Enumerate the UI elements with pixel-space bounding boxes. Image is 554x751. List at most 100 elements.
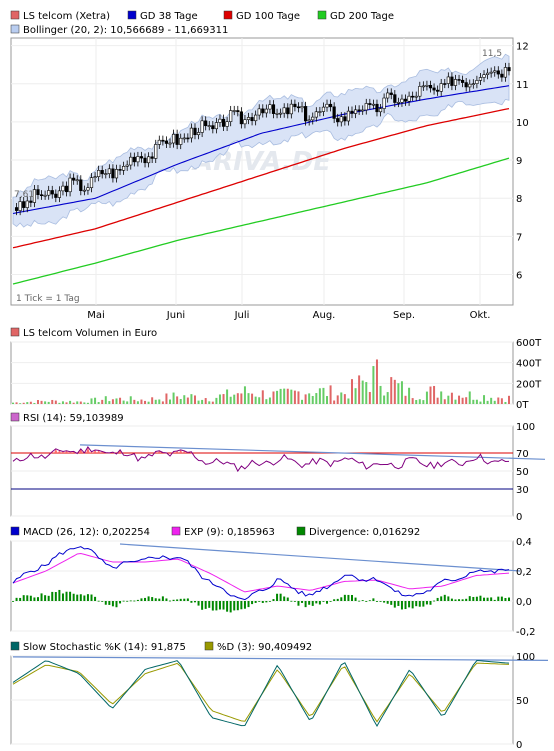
candle-body	[289, 103, 293, 115]
candle-body	[207, 125, 211, 127]
candle-body	[393, 94, 397, 103]
divergence-bar	[475, 596, 478, 601]
candle-body	[143, 157, 147, 164]
legend-gd38: GD 38 Tage	[140, 11, 198, 22]
divergence-bar	[336, 598, 339, 601]
candle-body	[229, 110, 233, 122]
volume-bar	[211, 401, 214, 404]
candle-body	[93, 176, 97, 178]
candle-body	[264, 108, 268, 114]
candle-body	[489, 71, 493, 74]
candle-body	[204, 120, 208, 127]
candle-body	[107, 168, 111, 174]
divergence-bar	[247, 601, 250, 608]
stochastic-y-tick-label: 50	[516, 696, 529, 707]
gd100-line	[12, 107, 510, 249]
macd-y-tick-label: 0,4	[516, 537, 532, 548]
candle-body	[189, 127, 194, 139]
divergence-bar	[176, 599, 179, 601]
volume-bar	[315, 393, 318, 404]
divergence-bar	[26, 595, 29, 601]
candle-body	[43, 194, 47, 197]
candle-body	[457, 79, 461, 81]
volume-panel: LS telcom Volumen in Euro 600T 400T 200T 0T	[10, 327, 542, 411]
volume-bar	[129, 396, 132, 404]
legend-gd100: GD 100 Tage	[236, 11, 300, 22]
candle-body	[307, 119, 311, 122]
divergence-bar	[76, 594, 79, 601]
divergence-bar	[158, 598, 161, 601]
divergence-bar	[69, 591, 72, 601]
candle-body	[214, 122, 218, 130]
volume-bar	[461, 397, 464, 404]
candle-body	[125, 164, 129, 167]
candle-body	[168, 142, 172, 145]
volume-bar	[22, 402, 25, 404]
volume-bar	[443, 399, 446, 404]
divergence-bar	[144, 597, 147, 601]
volume-bar	[108, 401, 111, 404]
candle-body	[421, 85, 425, 88]
volume-bar	[268, 397, 271, 404]
divergence-bar	[108, 601, 111, 605]
candle-body	[428, 84, 433, 89]
legend-divergence: Divergence: 0,016292	[309, 527, 420, 538]
macd-divergence-bars	[12, 589, 510, 613]
candle-body	[18, 201, 22, 211]
candle-body	[432, 87, 436, 91]
candle-body	[218, 118, 222, 123]
volume-bar	[272, 391, 275, 404]
divergence-bar	[343, 594, 346, 601]
macd-y-tick-label: 0,2	[516, 567, 532, 578]
volume-bar	[311, 395, 314, 404]
candle-body	[82, 189, 86, 192]
divergence-bar	[172, 599, 175, 601]
candle-body	[300, 106, 304, 109]
legend-swatch-rsi	[10, 412, 20, 422]
divergence-bar	[204, 601, 207, 609]
volume-bar	[97, 402, 100, 404]
divergence-bar	[433, 600, 436, 602]
candle-body	[453, 79, 458, 86]
volume-bar	[318, 388, 321, 404]
divergence-bar	[104, 601, 107, 605]
candle-body	[254, 114, 258, 122]
volume-bar	[336, 395, 339, 404]
divergence-bar	[201, 601, 204, 610]
divergence-bar	[497, 596, 500, 601]
divergence-bar	[183, 598, 186, 601]
divergence-bar	[218, 601, 221, 610]
stochastic-grid	[11, 655, 513, 745]
candle-body	[482, 74, 486, 78]
volume-bar	[372, 366, 375, 404]
gd38-line	[12, 85, 510, 215]
candle-body	[50, 190, 54, 195]
volume-bar	[440, 391, 443, 404]
legend-swatch-bollinger	[10, 24, 20, 34]
volume-bar	[79, 401, 82, 404]
legend-k: Slow Stochastic %K (14): 91,875	[23, 642, 186, 653]
candle-body	[478, 77, 483, 81]
volume-bar	[500, 398, 503, 404]
candle-body	[332, 106, 336, 119]
divergence-bar	[229, 601, 232, 613]
candle-body	[118, 169, 122, 171]
divergence-bar	[490, 597, 493, 601]
candle-body	[236, 110, 240, 113]
candle-body	[382, 97, 386, 109]
candle-body	[175, 133, 179, 145]
price-panel: ARIVA.DE 7,61 11,5 1 Tick = 1 Tag 121110…	[10, 10, 529, 321]
divergence-bar	[29, 595, 32, 601]
volume-bar	[36, 400, 39, 404]
volume-bar	[169, 399, 172, 404]
divergence-bar	[240, 601, 243, 610]
divergence-bar	[279, 593, 282, 601]
divergence-bar	[368, 600, 371, 602]
price-y-tick-label: 7	[516, 232, 522, 243]
divergence-bar	[154, 598, 157, 601]
month-label: Juli	[234, 310, 250, 321]
bollinger-band	[12, 53, 510, 228]
candle-body	[75, 179, 79, 182]
candle-body	[86, 187, 90, 191]
volume-bar	[301, 399, 304, 404]
